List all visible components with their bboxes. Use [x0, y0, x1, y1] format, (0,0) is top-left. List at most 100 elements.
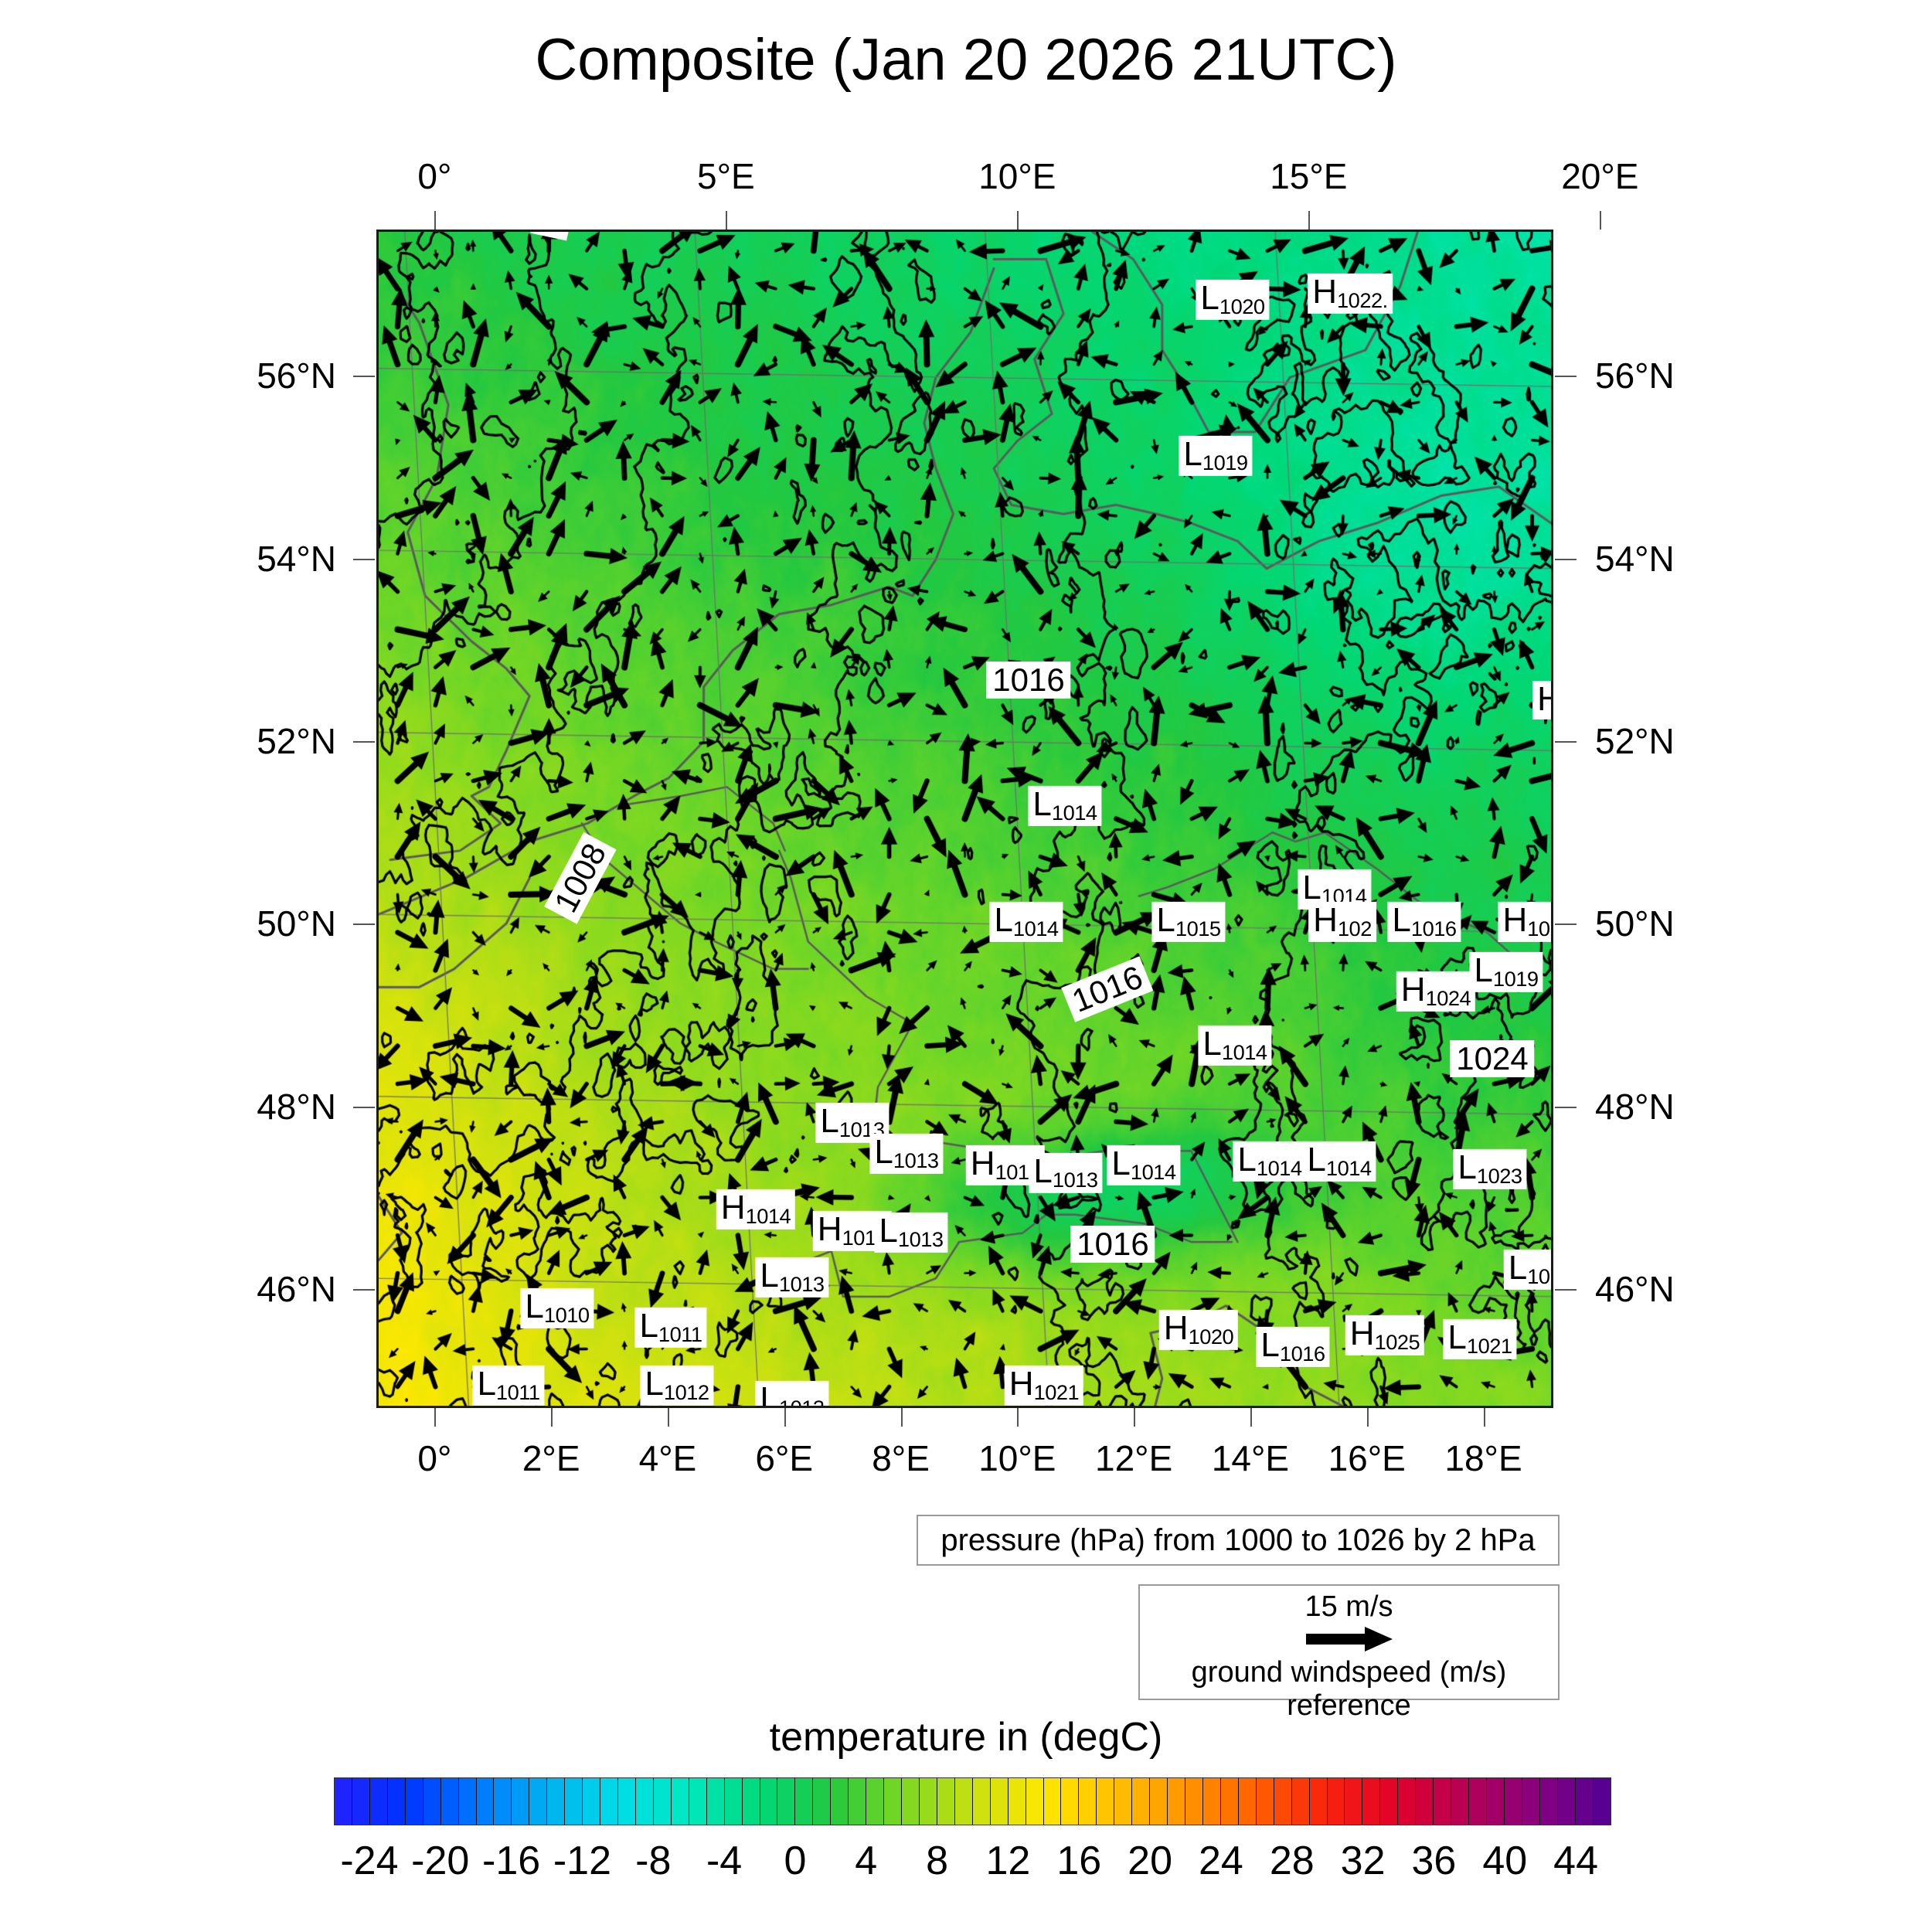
axis-tick-top-4	[1600, 211, 1602, 230]
isobar-label-1024-5: 1024	[1450, 1040, 1535, 1077]
colorbar-tick-label-2: -16	[482, 1838, 541, 1883]
weather-map[interactable]: 1008101610161008101610241016L1020H1022.L…	[376, 230, 1553, 1408]
colorbar-cell	[1168, 1778, 1185, 1825]
colorbar-cell	[1557, 1778, 1576, 1825]
colorbar-cell	[1220, 1778, 1239, 1825]
pressure-center-low-35: L1013	[755, 1380, 829, 1406]
colorbar-cell	[831, 1778, 849, 1825]
colorbar-cell	[1398, 1778, 1417, 1825]
pressure-center-low-5: L1014	[989, 901, 1063, 943]
colorbar-tick-label-10: 16	[1056, 1838, 1102, 1883]
axis-tick-left-0	[353, 376, 375, 378]
temperature-field-canvas	[379, 232, 1551, 1406]
axis-tick-right-2	[1555, 741, 1577, 743]
pressure-center-low-20: L1014	[1302, 1141, 1376, 1182]
axis-tick-label-bottom-5: 10°E	[978, 1438, 1056, 1478]
colorbar-tick-label-16: 40	[1482, 1838, 1528, 1883]
axis-tick-label-left-3: 50°N	[257, 903, 336, 944]
axis-tick-left-2	[353, 741, 375, 743]
axis-tick-left-4	[353, 1106, 375, 1108]
colorbar-cell	[476, 1778, 495, 1825]
axis-tick-label-right-2: 52°N	[1595, 721, 1675, 761]
axis-tick-label-right-5: 46°N	[1595, 1269, 1675, 1310]
axis-tick-label-bottom-6: 12°E	[1095, 1438, 1173, 1478]
colorbar-cell	[902, 1778, 920, 1825]
axis-tick-left-3	[353, 923, 375, 926]
colorbar-cell	[795, 1778, 814, 1825]
pressure-center-low-6: L1015	[1151, 901, 1226, 943]
pressure-center-low-13: L1014	[1198, 1025, 1272, 1066]
axis-tick-bottom-5	[1017, 1408, 1019, 1427]
colorbar-cell	[1008, 1778, 1026, 1825]
colorbar-title: temperature in (degC)	[769, 1715, 1163, 1760]
colorbar-cell	[512, 1778, 530, 1825]
colorbar-cell	[1469, 1778, 1487, 1825]
pressure-center-low-2: L1019	[1179, 435, 1253, 477]
axis-tick-bottom-4	[900, 1408, 903, 1427]
colorbar-cell	[1026, 1778, 1044, 1825]
axis-tick-label-right-3: 50°N	[1595, 903, 1675, 944]
colorbar-cell	[742, 1778, 760, 1825]
pressure-center-high-31: H1025	[1345, 1315, 1425, 1356]
axis-tick-label-left-0: 56°N	[257, 355, 336, 396]
colorbar-cell	[335, 1778, 352, 1825]
pressure-center-low-26: L102	[1503, 1249, 1551, 1291]
colorbar-tick-label-13: 28	[1269, 1838, 1315, 1883]
axis-tick-bottom-2	[667, 1408, 669, 1427]
colorbar-cell	[777, 1778, 796, 1825]
colorbar-cell	[1132, 1778, 1151, 1825]
colorbar-cell	[1061, 1778, 1080, 1825]
colorbar-cell	[565, 1778, 583, 1825]
colorbar-cell	[1327, 1778, 1345, 1825]
axis-tick-label-top-1: 5°E	[697, 156, 755, 196]
pressure-center-low-11: L1019	[1469, 951, 1543, 993]
pressure-center-low-18: L1014	[1107, 1145, 1181, 1186]
axis-tick-top-3	[1308, 211, 1311, 230]
wind-reference-value: 15 m/s	[1304, 1590, 1393, 1623]
axis-tick-left-1	[353, 558, 375, 560]
colorbar-cell	[458, 1778, 477, 1825]
colorbar-cell	[937, 1778, 955, 1825]
axis-tick-label-left-4: 48°N	[257, 1086, 336, 1127]
colorbar-tick-label-1: -20	[411, 1838, 470, 1883]
colorbar-tick-label-11: 20	[1128, 1838, 1172, 1883]
colorbar-cell	[1097, 1778, 1115, 1825]
wind-reference-legend-box: 15 m/s ground windspeed (m/s) reference	[1138, 1584, 1560, 1722]
colorbar-cell	[1416, 1778, 1434, 1825]
colorbar-cell	[618, 1778, 636, 1825]
colorbar-cell	[1202, 1778, 1221, 1825]
colorbar-cell	[1043, 1778, 1062, 1825]
colorbar-tick-label-4: -8	[635, 1838, 672, 1883]
axis-tick-label-left-1: 54°N	[257, 538, 336, 579]
colorbar-cell	[440, 1778, 459, 1825]
colorbar-tick-label-8: 8	[926, 1838, 949, 1883]
colorbar-cell	[1150, 1778, 1168, 1825]
colorbar-cell	[884, 1778, 902, 1825]
colorbar-cell	[352, 1778, 370, 1825]
axis-tick-top-2	[1017, 211, 1019, 230]
axis-tick-bottom-1	[551, 1408, 553, 1427]
colorbar-cell	[671, 1778, 689, 1825]
colorbar-cell	[1256, 1778, 1274, 1825]
pressure-center-low-34: L1012	[640, 1365, 714, 1406]
axis-tick-label-right-4: 48°N	[1595, 1086, 1675, 1127]
colorbar-cell	[1434, 1778, 1452, 1825]
axis-tick-label-left-5: 46°N	[257, 1269, 336, 1310]
pressure-center-low-15: L1013	[869, 1133, 944, 1175]
colorbar-cell	[600, 1778, 618, 1825]
colorbar-cell	[635, 1778, 654, 1825]
colorbar-cell	[866, 1778, 885, 1825]
pressure-center-high-8: H102	[1308, 901, 1376, 943]
colorbar-cell	[919, 1778, 937, 1825]
axis-tick-bottom-0	[434, 1408, 437, 1427]
axis-tick-label-left-2: 52°N	[257, 721, 336, 761]
isobar-label-1016-6: 1016	[1070, 1226, 1155, 1263]
colorbar-cell	[972, 1778, 991, 1825]
axis-tick-label-bottom-1: 2°E	[522, 1438, 580, 1478]
colorbar-tick-label-3: -12	[553, 1838, 611, 1883]
colorbar-tick-label-0: -24	[340, 1838, 399, 1883]
pressure-center-low-27: L1010	[520, 1287, 594, 1329]
colorbar-cell	[849, 1778, 867, 1825]
colorbar-cell	[813, 1778, 832, 1825]
colorbar-cell	[1309, 1778, 1328, 1825]
